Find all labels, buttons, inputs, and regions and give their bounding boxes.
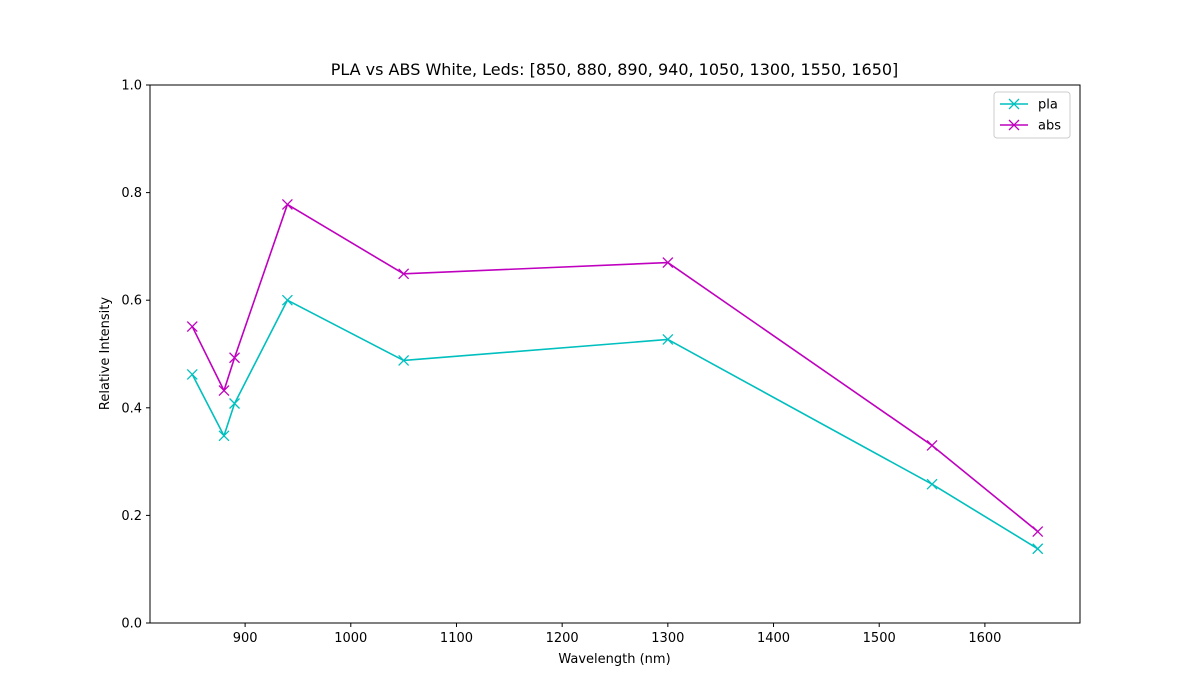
x-tick-label: 1100 xyxy=(440,631,473,646)
legend-item-pla: pla xyxy=(1000,98,1058,113)
legend-marker xyxy=(1008,98,1020,110)
marker-stroke xyxy=(662,334,674,345)
marker-stroke xyxy=(1008,119,1020,131)
data-point-pla xyxy=(662,334,674,345)
marker-stroke xyxy=(398,268,410,280)
x-axis-title: Wavelength (nm) xyxy=(558,652,670,667)
data-point-pla xyxy=(218,430,230,442)
marker-stroke xyxy=(1032,543,1044,555)
data-point-abs xyxy=(1032,526,1044,537)
y-tick-label: 0.4 xyxy=(121,401,142,416)
marker-stroke xyxy=(229,352,241,364)
marker-stroke xyxy=(229,398,241,409)
data-point-pla xyxy=(229,398,241,409)
data-point-abs xyxy=(398,268,410,280)
series-line-abs xyxy=(191,203,1039,533)
marker-stroke xyxy=(398,354,410,366)
marker-stroke xyxy=(1032,526,1044,537)
x-tick-label: 1000 xyxy=(334,631,367,646)
data-point-abs xyxy=(281,198,293,210)
x-tick-label: 900 xyxy=(233,631,258,646)
data-point-pla xyxy=(186,368,198,380)
plot-frame xyxy=(149,84,1081,624)
plot-area xyxy=(186,198,1044,555)
y-axis: 0.0 0.2 0.4 0.6 0.8 1.0 xyxy=(121,79,150,632)
x-tick-label: 1400 xyxy=(757,631,790,646)
marker-stroke xyxy=(926,478,938,490)
data-point-abs xyxy=(229,352,241,364)
series-line-pla xyxy=(191,299,1039,550)
data-point-pla xyxy=(281,294,293,306)
data-point-pla xyxy=(1032,543,1044,555)
y-tick-label: 1.0 xyxy=(121,79,142,94)
legend-label: abs xyxy=(1038,119,1061,134)
marker-stroke xyxy=(186,321,198,333)
marker-stroke xyxy=(926,440,938,451)
y-tick-label: 0.8 xyxy=(121,186,142,201)
x-tick-label: 1600 xyxy=(968,631,1001,646)
marker-stroke xyxy=(1008,98,1020,110)
data-point-abs xyxy=(926,440,938,451)
marker-stroke xyxy=(218,430,230,442)
x-tick-label: 1500 xyxy=(863,631,896,646)
legend-label: pla xyxy=(1038,98,1058,113)
chart-title: PLA vs ABS White, Leds: [850, 880, 890, … xyxy=(331,60,899,79)
marker-stroke xyxy=(218,385,230,397)
y-tick-label: 0.6 xyxy=(121,294,142,309)
data-point-pla xyxy=(398,354,410,366)
marker-stroke xyxy=(186,368,198,380)
x-axis: 900 1000 1100 1200 1300 1400 1500 1600 xyxy=(233,623,1001,646)
legend: pla abs xyxy=(993,91,1071,139)
legend-item-abs: abs xyxy=(1000,119,1061,134)
x-tick-label: 1200 xyxy=(546,631,579,646)
marker-stroke xyxy=(281,294,293,306)
marker-stroke xyxy=(281,198,293,210)
data-point-abs xyxy=(218,385,230,397)
data-point-abs xyxy=(186,321,198,333)
x-tick-label: 1300 xyxy=(651,631,684,646)
data-point-abs xyxy=(662,257,674,268)
marker-stroke xyxy=(662,257,674,268)
data-point-pla xyxy=(926,478,938,490)
y-tick-label: 0.0 xyxy=(121,617,142,632)
y-tick-label: 0.2 xyxy=(121,509,142,524)
y-axis-title: Relative Intensity xyxy=(98,297,113,410)
legend-marker xyxy=(1008,119,1020,131)
